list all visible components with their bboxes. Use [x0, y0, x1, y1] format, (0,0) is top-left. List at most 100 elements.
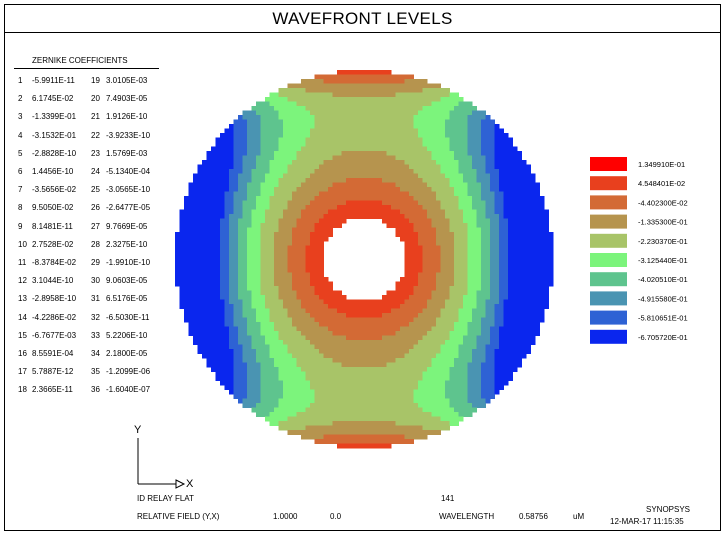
wavefront-cell — [332, 146, 338, 152]
wavefront-cell — [184, 277, 189, 282]
wavefront-cell — [364, 151, 369, 156]
wavefront-cell — [413, 259, 419, 264]
wavefront-cell — [224, 218, 230, 224]
wavefront-cell — [220, 254, 225, 260]
wavefront-cell — [422, 97, 428, 102]
zernike-value: 9.5050E-02 — [32, 203, 74, 213]
wavefront-cell — [292, 97, 297, 102]
wavefront-cell — [319, 97, 324, 102]
wavefront-cell — [445, 245, 450, 251]
wavefront-cell — [431, 214, 437, 219]
wavefront-cell — [503, 160, 509, 165]
wavefront-cell — [256, 106, 261, 111]
wavefront-cell — [296, 83, 302, 89]
wavefront-cell — [499, 146, 504, 152]
wavefront-cell — [427, 263, 432, 269]
wavefront-cell — [350, 205, 356, 210]
wavefront-cell — [490, 250, 495, 255]
wavefront-cell — [404, 232, 410, 237]
wavefront-cell — [346, 191, 351, 197]
wavefront-cell — [229, 295, 234, 300]
wavefront-cell — [364, 79, 369, 84]
wavefront-cell — [467, 205, 473, 210]
wavefront-cell — [274, 173, 279, 179]
wavefront-cell — [193, 205, 198, 210]
wavefront-cell — [265, 155, 270, 161]
wavefront-cell — [305, 110, 311, 116]
wavefront-cell — [476, 259, 482, 264]
wavefront-cell — [242, 124, 248, 129]
wavefront-cell — [278, 281, 284, 287]
wavefront-cell — [242, 290, 248, 296]
wavefront-cell — [355, 124, 360, 129]
wavefront-cell — [431, 254, 437, 260]
wavefront-cell — [265, 254, 270, 260]
wavefront-cell — [373, 74, 378, 80]
wavefront-cell — [503, 227, 509, 233]
wavefront-cell — [256, 101, 261, 107]
wavefront-cell — [332, 137, 338, 143]
wavefront-cell — [229, 268, 234, 273]
wavefront-cell — [301, 250, 306, 255]
wavefront-cell — [247, 272, 252, 278]
wavefront-cell — [436, 110, 441, 116]
wavefront-cell — [436, 124, 441, 129]
wavefront-cell — [476, 223, 482, 228]
wavefront-cell — [463, 173, 468, 179]
wavefront-cell — [418, 250, 423, 255]
wavefront-cell — [179, 245, 185, 251]
wavefront-cell — [233, 160, 239, 165]
wavefront-cell — [296, 160, 302, 165]
wavefront-cell — [382, 124, 387, 129]
wavefront-cell — [409, 272, 414, 278]
wavefront-cell — [269, 92, 275, 98]
wavefront-cell — [206, 214, 212, 219]
wavefront-cell — [454, 142, 459, 147]
wavefront-cell — [440, 178, 446, 183]
wavefront-cell — [233, 245, 239, 251]
wavefront-cell — [391, 178, 396, 183]
wavefront-cell — [269, 205, 275, 210]
wavefront-cell — [458, 236, 464, 242]
wavefront-cell — [193, 236, 198, 242]
wavefront-cell — [445, 173, 450, 179]
wavefront-cell — [422, 191, 428, 197]
wavefront-cell — [512, 169, 518, 174]
wavefront-cell — [539, 236, 545, 242]
wavefront-cell — [413, 205, 419, 210]
wavefront-cell — [319, 146, 324, 152]
wavefront-cell — [265, 232, 270, 237]
wavefront-cell — [233, 191, 239, 197]
wavefront-cell — [310, 88, 315, 93]
wavefront-cell — [274, 223, 279, 228]
wavefront-cell — [211, 290, 216, 296]
wavefront-cell — [436, 277, 441, 282]
wavefront-cell — [229, 137, 234, 143]
zernike-value: 7.4903E-05 — [106, 94, 148, 104]
wavefront-cell — [314, 101, 320, 107]
wavefront-cell — [422, 205, 428, 210]
wavefront-cell — [404, 254, 410, 260]
wavefront-cell — [211, 151, 216, 156]
wavefront-cell — [265, 286, 270, 291]
wavefront-cell — [481, 272, 486, 278]
wavefront-cell — [341, 79, 347, 84]
wavefront-cell — [404, 209, 410, 215]
wavefront-cell — [265, 281, 270, 287]
wavefront-cell — [409, 218, 414, 224]
wavefront-cell — [301, 214, 306, 219]
wavefront-cell — [386, 119, 392, 125]
wavefront-cell — [296, 200, 302, 206]
wavefront-cell — [305, 218, 311, 224]
wavefront-cell — [229, 277, 234, 282]
wavefront-cell — [332, 151, 338, 156]
wavefront-cell — [265, 110, 270, 116]
wavefront-cell — [184, 196, 189, 201]
wavefront-cell — [503, 191, 509, 197]
wavefront-cell — [481, 182, 486, 188]
wavefront-cell — [449, 173, 455, 179]
wavefront-cell — [355, 74, 360, 80]
wavefront-cell — [346, 173, 351, 179]
wavefront-cell — [310, 133, 315, 138]
wavefront-cell — [499, 151, 504, 156]
